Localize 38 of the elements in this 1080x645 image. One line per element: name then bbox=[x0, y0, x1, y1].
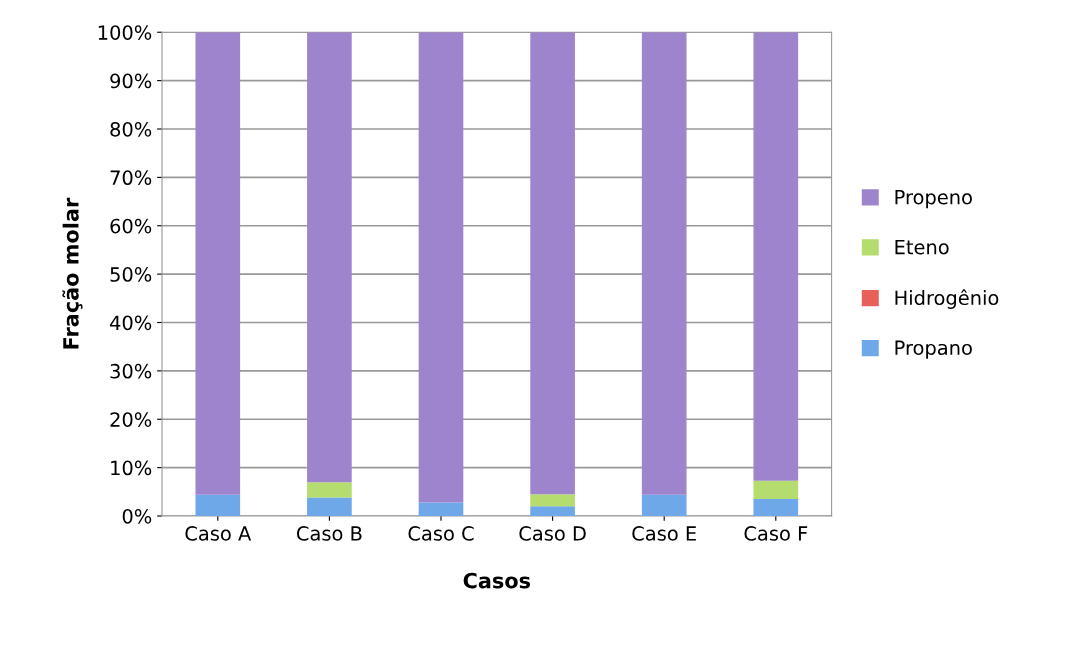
legend-label: Hidrogênio bbox=[895, 289, 999, 309]
bar bbox=[530, 506, 575, 516]
y-tick-label: 0% bbox=[122, 508, 152, 524]
y-tick-label: 40% bbox=[110, 315, 152, 331]
bar bbox=[195, 494, 241, 516]
bar bbox=[418, 32, 464, 503]
y-tick-label: 20% bbox=[110, 412, 152, 427]
y-tick-label: 50% bbox=[110, 267, 152, 282]
bar bbox=[530, 494, 575, 507]
bar bbox=[753, 480, 799, 500]
x-tick-label: Caso A bbox=[185, 526, 252, 541]
legend-label: Eteno bbox=[895, 239, 949, 255]
bar bbox=[307, 482, 352, 498]
y-tick-label: 10% bbox=[111, 460, 152, 476]
x-tick-label: Caso F bbox=[744, 526, 808, 541]
x-tick-label: Caso C bbox=[408, 526, 474, 541]
y-tick-label: 100% bbox=[98, 25, 152, 40]
y-tick-label: 90% bbox=[110, 73, 152, 89]
bar bbox=[307, 32, 352, 483]
legend-label: Propano bbox=[895, 340, 972, 359]
bar bbox=[753, 32, 799, 481]
y-axis-title: Fração molar bbox=[62, 197, 83, 349]
x-tick-label: Caso E bbox=[632, 526, 696, 541]
x-axis-title: Casos bbox=[463, 572, 531, 589]
bar bbox=[307, 497, 352, 516]
bar bbox=[530, 32, 575, 495]
y-tick-label: 30% bbox=[110, 363, 152, 379]
y-tick-label: 60% bbox=[110, 218, 152, 234]
bar bbox=[753, 499, 799, 516]
legend-label: Propeno bbox=[895, 190, 972, 209]
bar bbox=[641, 32, 687, 495]
x-tick-label: Caso D bbox=[519, 526, 586, 541]
bar bbox=[195, 32, 241, 495]
bar bbox=[418, 502, 464, 516]
y-tick-label: 80% bbox=[110, 121, 152, 137]
x-tick-label: Caso B bbox=[296, 526, 362, 541]
bar bbox=[641, 494, 687, 516]
y-tick-label: 70% bbox=[110, 170, 152, 186]
